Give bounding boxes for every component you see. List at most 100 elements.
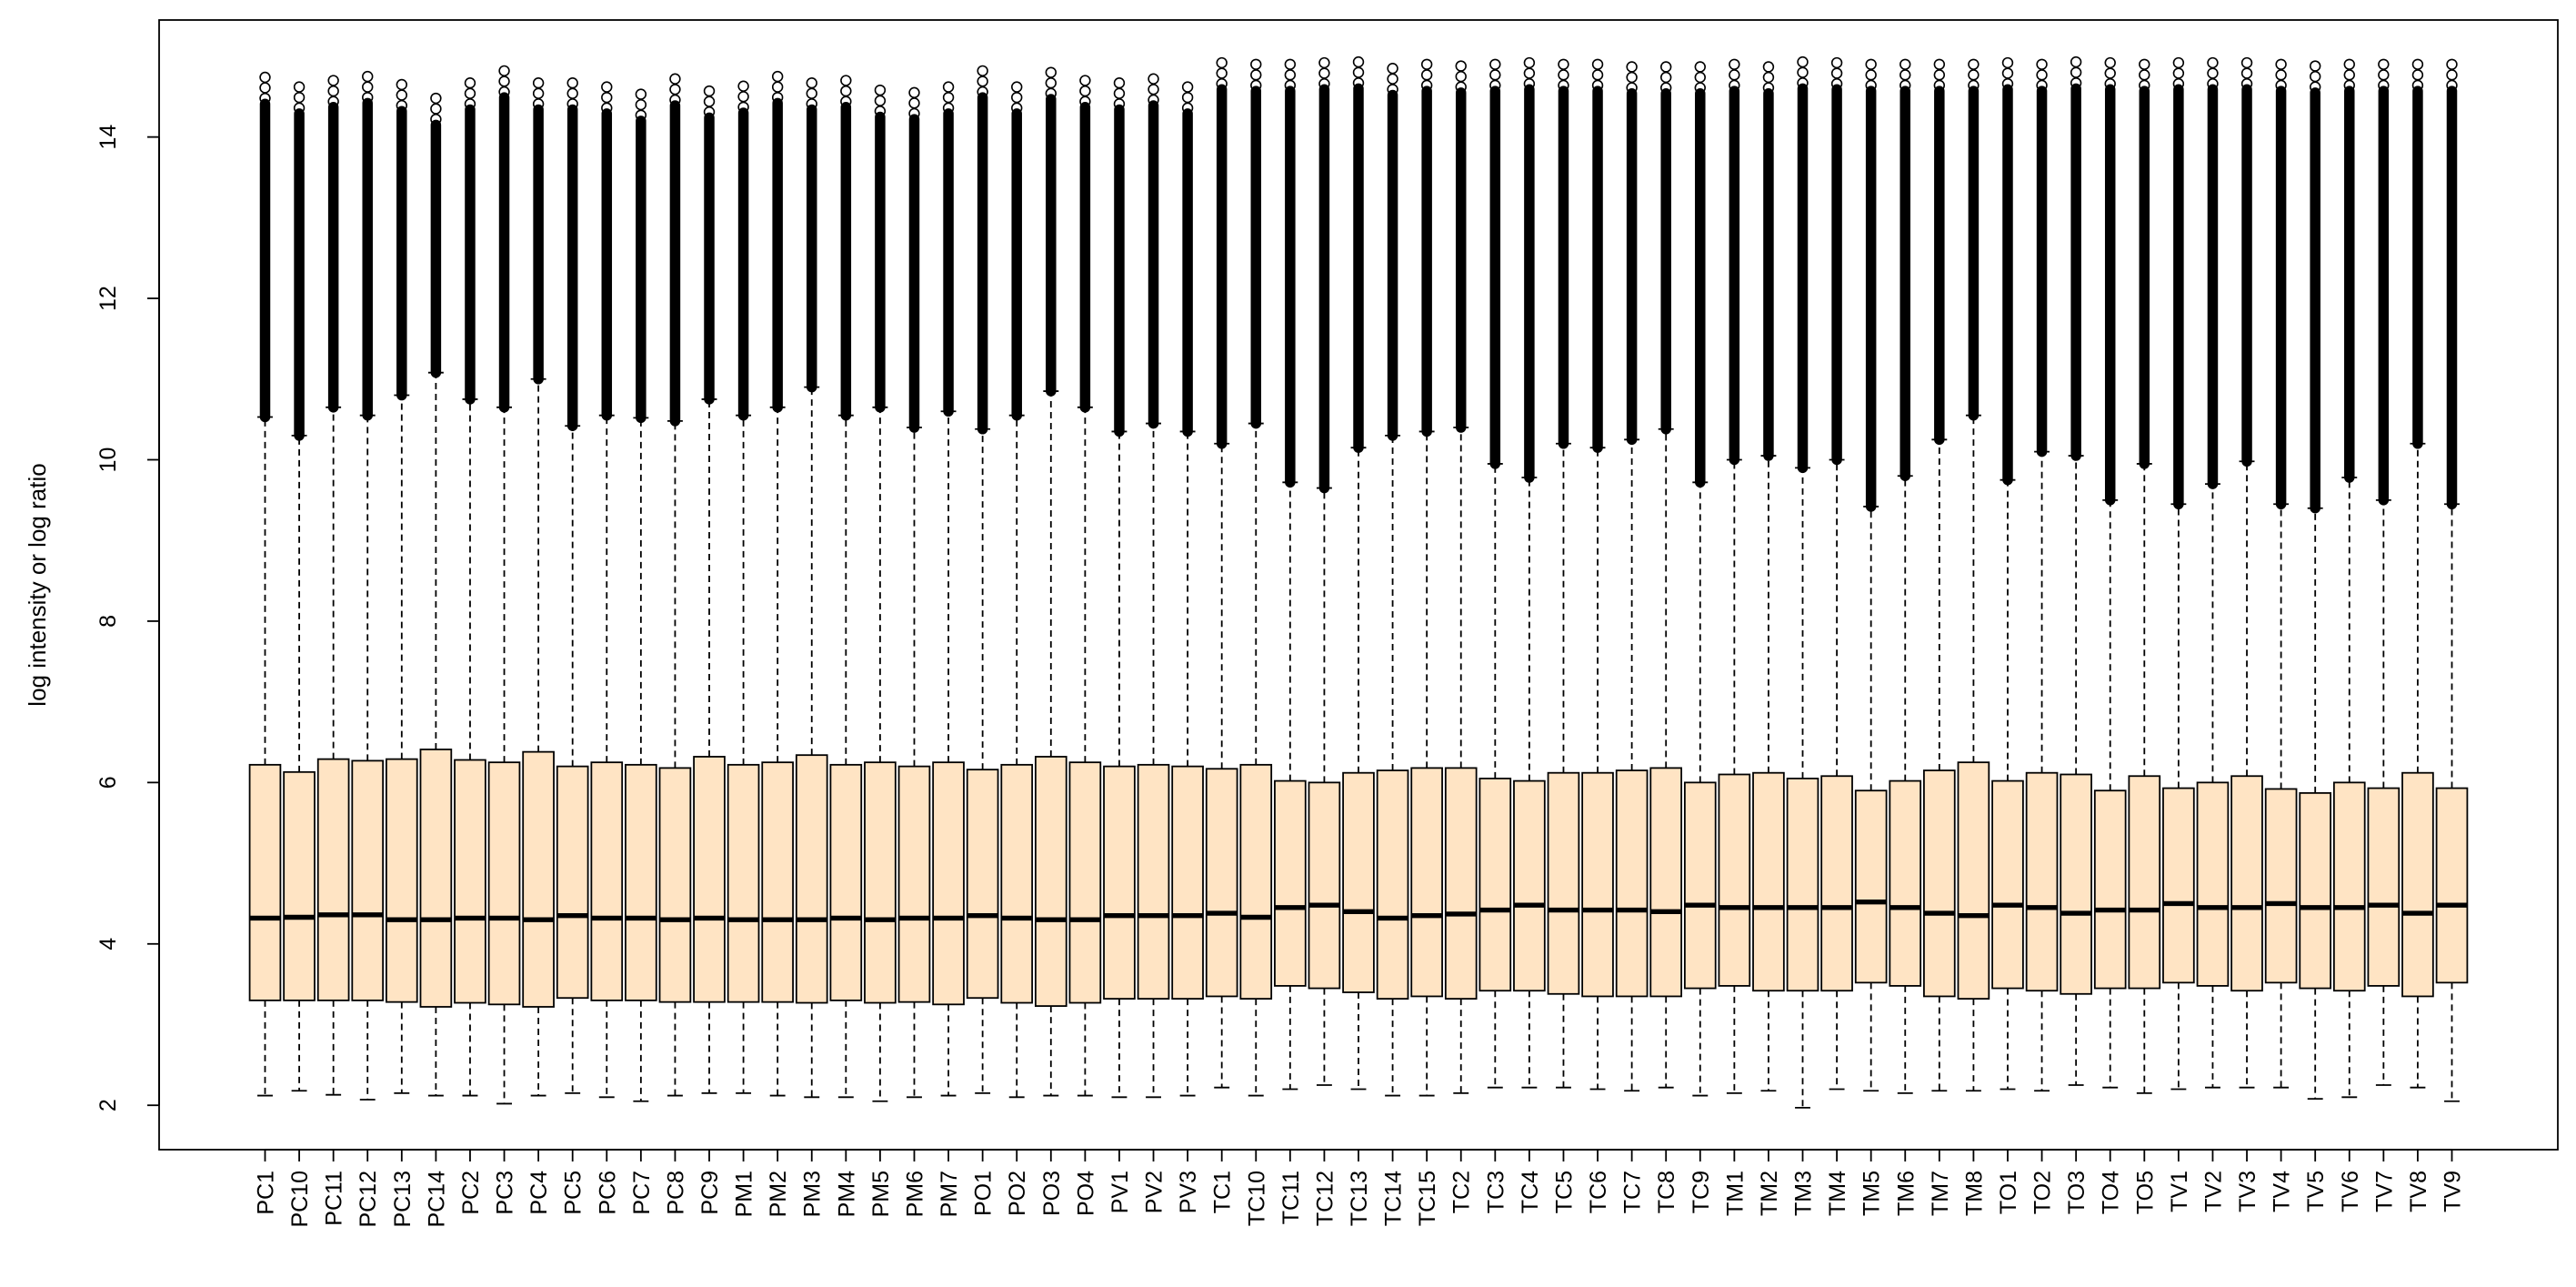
outlier-point <box>293 81 306 93</box>
box-group <box>2367 58 2401 1086</box>
outlier-point <box>2309 60 2321 72</box>
box-group <box>1991 56 2024 1091</box>
outlier-point <box>2207 56 2219 69</box>
outlier-point <box>498 75 510 87</box>
x-tick-label: TV5 <box>2303 1171 2329 1212</box>
box-body <box>316 758 350 1001</box>
box-group <box>1513 56 1546 1089</box>
box-body <box>1547 771 1580 995</box>
outlier-point <box>259 82 271 94</box>
box-group <box>727 80 760 1094</box>
outlier-point <box>293 91 306 104</box>
box-group <box>556 76 589 1094</box>
outlier-point <box>1694 61 1706 73</box>
box-body <box>590 761 624 1001</box>
outlier-point <box>1558 58 1569 70</box>
box-group <box>897 86 931 1099</box>
outlier-point <box>737 91 749 103</box>
box-group <box>522 76 555 1097</box>
outlier-point <box>1558 69 1569 81</box>
box-body <box>2093 789 2127 990</box>
box-group <box>1957 58 1990 1092</box>
x-tick-label: PM2 <box>766 1171 791 1217</box>
outlier-point <box>566 76 578 89</box>
x-tick-label: PC1 <box>253 1171 278 1215</box>
box-body <box>795 754 828 1004</box>
outlier-point <box>1694 71 1706 84</box>
outlier-point <box>430 92 442 105</box>
box-group <box>1137 73 1170 1099</box>
box-group <box>2435 58 2469 1102</box>
box-body <box>2299 791 2332 990</box>
x-tick-label: PV1 <box>1108 1171 1133 1213</box>
x-tick-label: PC2 <box>458 1171 484 1215</box>
box-group <box>590 81 624 1099</box>
box-body <box>2060 773 2092 995</box>
y-tick-label: 8 <box>95 615 121 628</box>
outlier-point <box>1660 71 1672 84</box>
box-group <box>316 75 350 1096</box>
box-group <box>1068 75 1102 1097</box>
box-group <box>2162 56 2195 1091</box>
outlier-point <box>1865 58 1877 70</box>
outlier-point <box>2240 67 2253 79</box>
x-tick-label: TC4 <box>1518 1171 1543 1213</box>
x-tick-label: TO2 <box>2030 1171 2056 1214</box>
y-axis-label: log intensity or log ratio <box>24 463 51 706</box>
x-tick-label: TV3 <box>2235 1171 2260 1212</box>
box-group <box>487 65 521 1105</box>
box-body <box>1239 763 1273 1000</box>
box-body <box>2401 771 2434 998</box>
x-tick-label: TM8 <box>1961 1171 1987 1216</box>
outlier-point <box>2207 67 2219 79</box>
outlier-point <box>464 87 476 99</box>
x-tick-label: TC9 <box>1689 1171 1714 1213</box>
x-tick-label: PV2 <box>1142 1171 1168 1213</box>
box-body <box>864 761 897 1004</box>
boxes-group <box>248 55 2469 1109</box>
outlier-point <box>1284 58 1297 70</box>
box-group <box>658 73 692 1097</box>
x-tick-label: TM6 <box>1893 1171 1919 1216</box>
x-tick-label: TC14 <box>1381 1171 1407 1226</box>
outlier-point <box>1387 73 1398 85</box>
box-group <box>693 85 726 1094</box>
outlier-point <box>259 71 271 84</box>
outlier-point <box>1933 69 1946 81</box>
x-tick-label: PM3 <box>800 1171 826 1217</box>
outlier-point <box>362 70 374 83</box>
box-body <box>1274 779 1307 987</box>
outlier-point <box>1318 56 1330 69</box>
box-body <box>1376 769 1409 1000</box>
box-body <box>2435 787 2469 984</box>
x-tick-label: TC3 <box>1483 1171 1509 1213</box>
x-tick-label: TV1 <box>2167 1171 2192 1212</box>
outlier-point <box>2411 58 2424 70</box>
box-group <box>1410 58 1443 1097</box>
outlier-point <box>2070 55 2082 68</box>
outlier-point <box>1455 60 1467 72</box>
outlier-point <box>2104 56 2116 69</box>
outlier-point <box>1797 55 1809 68</box>
outlier-point <box>464 76 476 89</box>
x-tick-label: TM4 <box>1825 1171 1850 1216</box>
box-body <box>1137 763 1170 1000</box>
box-body <box>419 749 453 1008</box>
box-group <box>1239 58 1273 1097</box>
outlier-point <box>942 91 955 104</box>
box-body <box>454 759 486 1004</box>
x-tick-label: TC12 <box>1312 1171 1338 1226</box>
box-body <box>1034 756 1067 1007</box>
x-tick-label: TV2 <box>2200 1171 2226 1212</box>
outlier-point <box>327 85 339 97</box>
x-tick-label: PO1 <box>971 1171 997 1216</box>
outlier-point <box>1591 69 1604 81</box>
box-group <box>966 65 999 1094</box>
box-body <box>2230 775 2263 992</box>
box-group <box>1683 61 1717 1097</box>
box-body <box>1957 761 1990 1000</box>
outlier-point <box>977 75 988 87</box>
x-tick-label: PC14 <box>424 1171 449 1228</box>
x-tick-label: PM7 <box>937 1171 962 1217</box>
box-body <box>1752 771 1785 992</box>
